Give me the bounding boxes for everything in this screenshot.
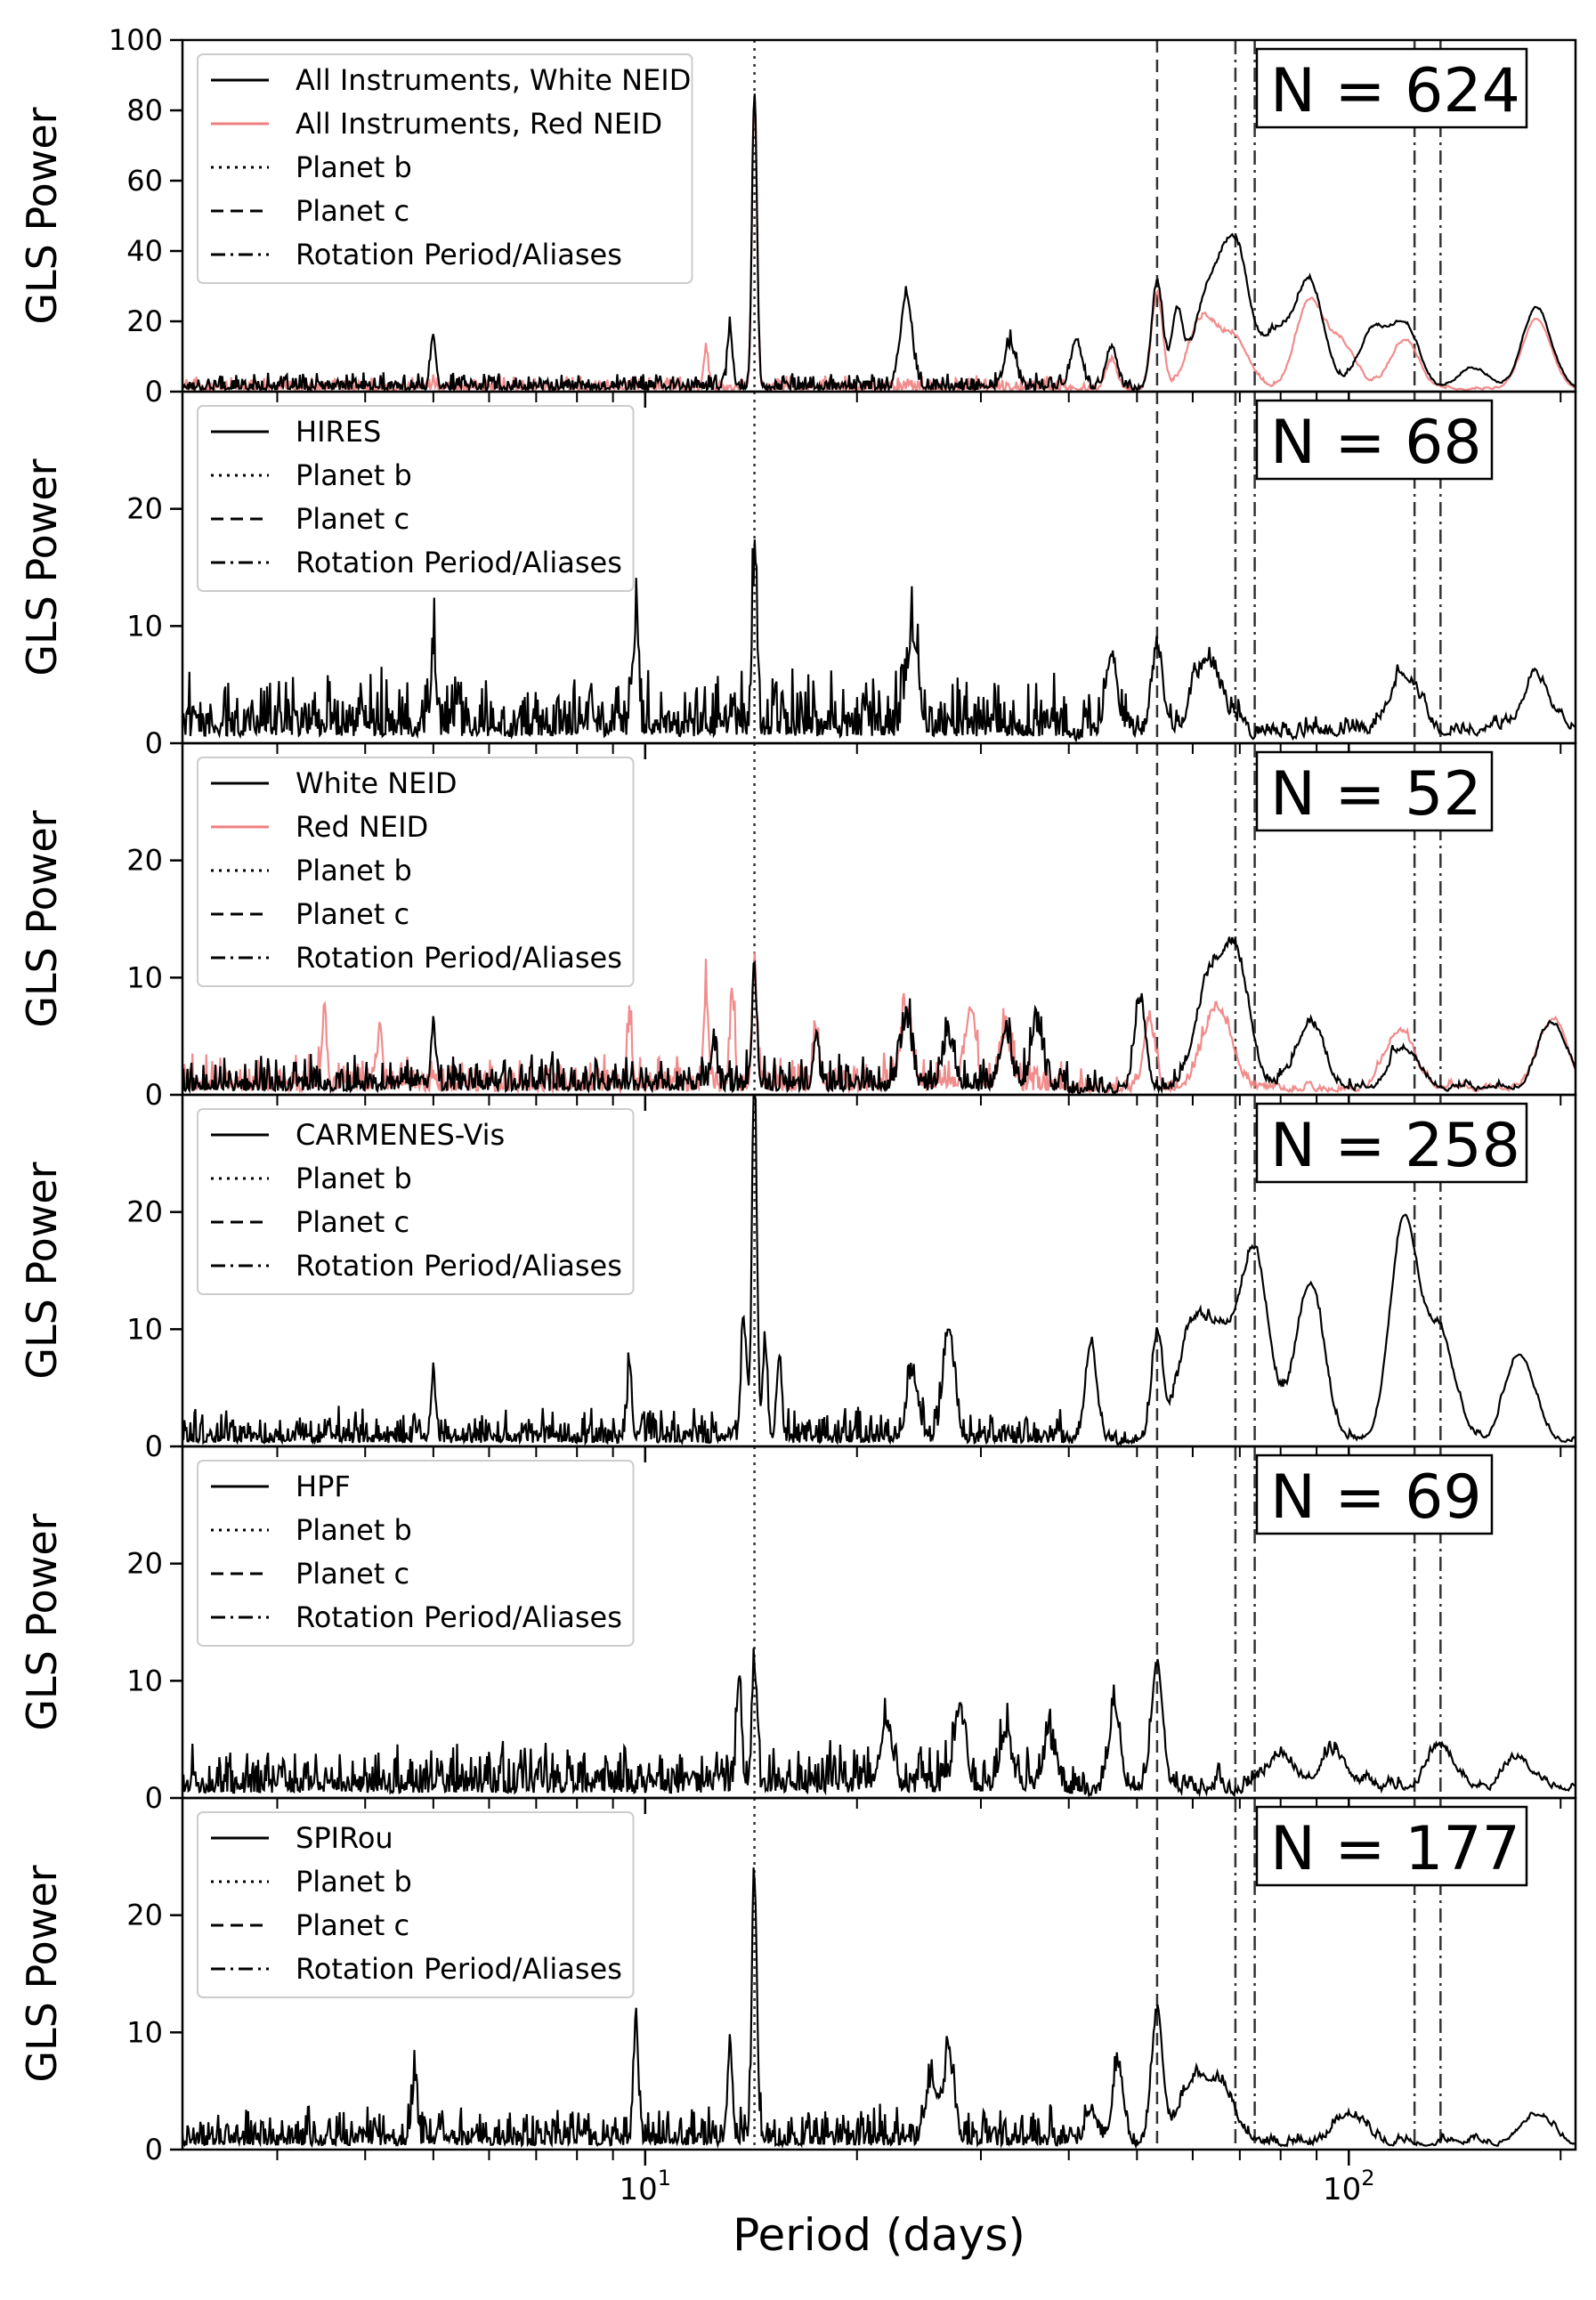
series-line — [182, 1095, 1576, 1446]
y-axis-label: GLS Power — [18, 810, 66, 1027]
series-line — [182, 539, 1576, 743]
n-count-box — [1255, 47, 1528, 129]
y-tick-label: 0 — [145, 2133, 163, 2166]
legend-label: Planet b — [296, 1865, 412, 1899]
y-tick-label: 20 — [126, 1195, 163, 1229]
series-line — [182, 93, 1576, 392]
legend-label: Red NEID — [296, 810, 428, 844]
y-tick-label: 0 — [145, 726, 163, 760]
y-axis-label: GLS Power — [18, 458, 66, 676]
y-tick-label: 0 — [145, 375, 163, 409]
legend-label: Rotation Period/Aliases — [296, 1600, 622, 1634]
y-tick-label: 40 — [126, 234, 163, 268]
y-tick-label: 10 — [126, 1664, 163, 1697]
legend-label: Rotation Period/Aliases — [296, 1952, 622, 1986]
n-count-label: N = 624 — [1270, 56, 1520, 126]
y-tick-label: 0 — [145, 1781, 163, 1815]
y-tick-label: 80 — [126, 93, 163, 127]
y-axis-label: GLS Power — [18, 1513, 66, 1730]
panel-neid: 0 10 20 GLS Power White NEID Red NEID Planet b… — [18, 741, 1577, 1112]
legend-label: Planet c — [296, 1908, 409, 1942]
y-tick-label: 100 — [109, 23, 163, 57]
n-count-box — [1255, 399, 1494, 481]
legend-label: All Instruments, White NEID — [296, 63, 691, 97]
legend-label: Rotation Period/Aliases — [296, 238, 622, 271]
n-count-label: N = 52 — [1270, 759, 1482, 830]
y-tick-label: 10 — [126, 609, 163, 643]
n-count-label: N = 177 — [1270, 1814, 1520, 1884]
n-count-box — [1255, 750, 1494, 832]
panel-hires: 0 10 20 GLS Power HIRES Planet b Planet c Rotat… — [18, 390, 1577, 760]
y-tick-label: 20 — [126, 304, 163, 338]
legend-box — [197, 1811, 635, 1998]
legend-label: White NEID — [296, 766, 457, 800]
n-count-label: N = 258 — [1270, 1111, 1520, 1181]
legend-label: Rotation Period/Aliases — [296, 546, 622, 579]
panel-hpf: 0 10 20 GLS Power HPF Planet b Planet c Rotatio… — [18, 1445, 1577, 1815]
legend-label: Planet b — [296, 150, 412, 184]
panel-all-instruments: 0 20 40 60 80 100 GLS Power All Instruments, Wh… — [18, 23, 1577, 409]
legend-box — [197, 757, 635, 987]
legend-box — [197, 405, 635, 592]
y-tick-label: 20 — [126, 1547, 163, 1581]
legend-box — [197, 53, 693, 284]
y-tick-label: 20 — [126, 844, 163, 878]
n-count-box — [1255, 1102, 1528, 1184]
y-tick-label: 60 — [126, 164, 163, 198]
legend-label: Rotation Period/Aliases — [296, 1249, 622, 1283]
n-count-box — [1255, 1454, 1494, 1535]
y-tick-label: 10 — [126, 2015, 163, 2049]
y-tick-label: 20 — [126, 492, 163, 526]
panel-spirou: 0 10 20 GLS Power SPIRou Planet b Planet c Rota… — [18, 1796, 1577, 2166]
y-axis-label: GLS Power — [18, 107, 66, 324]
x-axis-label: Period (days) — [733, 2209, 1025, 2261]
y-axis-label: GLS Power — [18, 1865, 66, 2082]
legend-label: Planet c — [296, 1205, 409, 1239]
panel-carmenes-vis: 0 10 20 GLS Power CARMENES-Vis Planet b Planet… — [18, 1093, 1577, 1463]
n-count-label: N = 68 — [1270, 408, 1482, 478]
legend-label: Planet c — [296, 502, 409, 536]
series-line — [182, 936, 1576, 1095]
x-tick-base: 10 — [620, 2172, 658, 2207]
legend-label: Rotation Period/Aliases — [296, 941, 622, 975]
legend-box — [197, 1460, 635, 1647]
x-tick-label: 102 — [1323, 2166, 1375, 2207]
legend-label: All Instruments, Red NEID — [296, 107, 662, 141]
legend-label: Planet b — [296, 854, 412, 887]
n-count-box — [1255, 1805, 1528, 1887]
x-tick-exponent: 1 — [658, 2166, 671, 2191]
legend-label: Planet b — [296, 1162, 412, 1195]
y-tick-label: 10 — [126, 960, 163, 994]
x-tick-label: 101 — [620, 2166, 672, 2207]
legend-label: SPIRou — [296, 1821, 393, 1855]
legend-label: HPF — [296, 1470, 351, 1503]
legend-label: HIRES — [296, 415, 381, 449]
y-tick-label: 20 — [126, 1899, 163, 1932]
y-axis-label: GLS Power — [18, 1162, 66, 1379]
series-line — [182, 1648, 1576, 1798]
y-tick-label: 0 — [145, 1429, 163, 1463]
y-tick-label: 0 — [145, 1078, 163, 1112]
legend-label: Planet c — [296, 897, 409, 931]
axes-frame — [181, 1796, 1577, 2151]
n-count-label: N = 69 — [1270, 1462, 1482, 1533]
legend-label: Planet b — [296, 1513, 412, 1547]
legend-box — [197, 1108, 635, 1295]
x-tick-exponent: 2 — [1361, 2166, 1374, 2191]
legend-label: Planet b — [296, 458, 412, 492]
legend-label: Planet c — [296, 194, 409, 228]
series-line — [182, 1867, 1576, 2150]
legend-label: CARMENES-Vis — [296, 1118, 505, 1152]
y-tick-label: 10 — [126, 1312, 163, 1346]
legend-label: Planet c — [296, 1557, 409, 1591]
x-tick-base: 10 — [1323, 2172, 1361, 2207]
